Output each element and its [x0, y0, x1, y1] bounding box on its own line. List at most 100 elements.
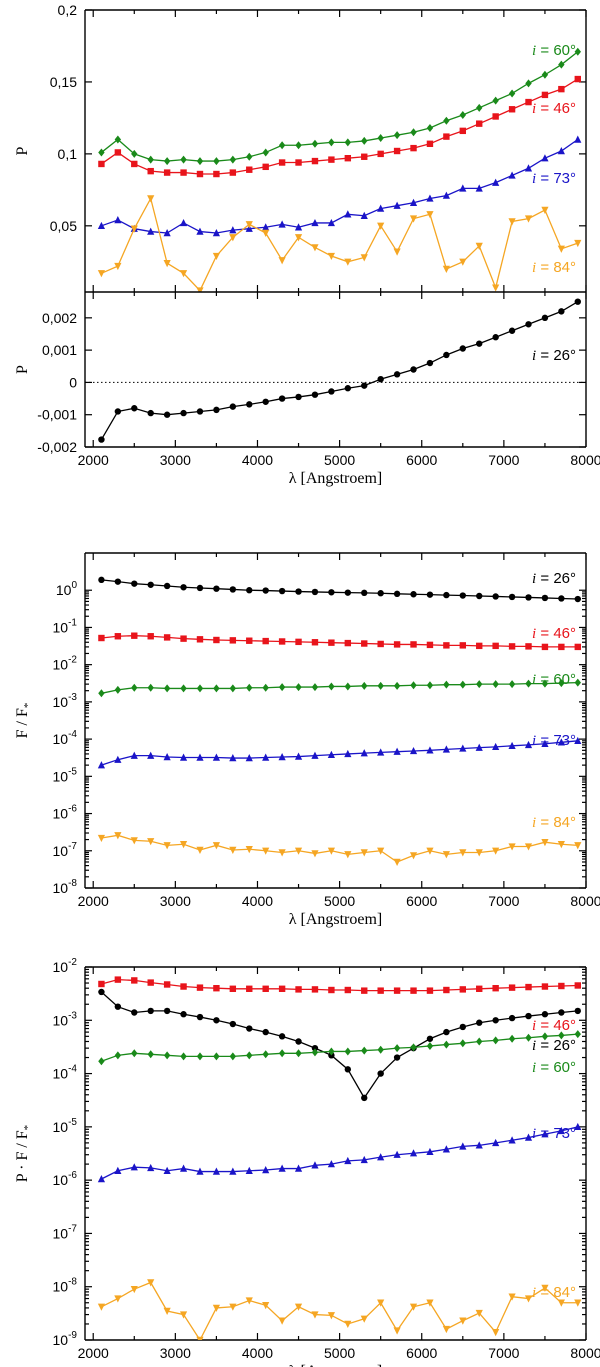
data-point: [114, 1166, 122, 1174]
panel-bottom: 10-9 10-8 10-7 10-6 10-5 10-4 10-3 10-2 2000 3000…: [14, 957, 600, 1367]
data-point: [328, 589, 335, 596]
data-point: [278, 1164, 286, 1172]
y-tick-label: 10-2: [53, 957, 78, 975]
data-point: [245, 1297, 253, 1305]
data-point: [377, 204, 385, 212]
data-point: [475, 1309, 483, 1318]
data-point: [541, 643, 549, 651]
data-point: [98, 980, 105, 988]
series-i84: [97, 195, 582, 292]
data-point: [130, 1163, 138, 1171]
data-point: [558, 1009, 565, 1016]
data-point: [409, 198, 418, 206]
data-point: [557, 1299, 565, 1307]
y-tick-label: 10-7: [53, 1223, 78, 1241]
data-point: [278, 1033, 286, 1040]
data-point: [426, 1147, 434, 1156]
data-point: [557, 738, 565, 746]
data-point: [229, 684, 237, 693]
data-point: [541, 739, 549, 747]
data-point: [196, 157, 204, 166]
data-point: [245, 754, 253, 762]
data-point: [377, 847, 385, 855]
data-point: [163, 260, 171, 268]
data-point: [114, 135, 122, 144]
data-point: [426, 1299, 434, 1307]
data-point: [393, 987, 401, 994]
data-point: [196, 287, 204, 292]
data-point: [311, 639, 319, 646]
data-point: [508, 1136, 516, 1144]
data-point: [179, 270, 188, 278]
series-line: [101, 1126, 578, 1180]
data-point: [525, 321, 532, 328]
data-point: [295, 1038, 302, 1045]
data-point: [508, 1014, 516, 1022]
data-point: [524, 164, 533, 172]
data-point: [130, 751, 138, 759]
data-point: [147, 838, 155, 846]
series-label: i = 60°: [532, 42, 576, 59]
plot-area: [97, 976, 582, 1340]
data-point: [525, 1012, 532, 1020]
data-point: [262, 223, 270, 231]
data-point: [196, 684, 204, 693]
data-point: [294, 1164, 303, 1172]
data-point: [97, 761, 106, 769]
data-point: [459, 642, 467, 649]
y-tick-label: 10-7: [53, 841, 78, 859]
data-point: [294, 1303, 303, 1311]
data-point: [344, 1320, 352, 1328]
data-point: [410, 641, 417, 648]
data-point: [229, 754, 237, 762]
data-point: [442, 1325, 450, 1334]
data-point: [98, 634, 105, 642]
data-point: [147, 409, 154, 417]
y-tick-label: 0,002: [42, 310, 77, 326]
data-point: [541, 679, 549, 688]
data-point: [557, 245, 565, 253]
data-point: [492, 113, 499, 120]
data-point: [196, 1167, 204, 1175]
x-axis-label: λ [Angstroem]: [289, 911, 383, 928]
data-point: [328, 138, 335, 147]
data-point: [393, 590, 401, 598]
data-point: [459, 184, 467, 192]
data-point: [328, 682, 335, 691]
data-point: [410, 591, 417, 598]
x-tick-label: 5000: [324, 452, 355, 468]
data-point: [443, 116, 450, 125]
data-point: [229, 1303, 237, 1311]
data-point: [525, 983, 532, 991]
y-tick-label: 10-2: [53, 655, 78, 673]
data-point: [213, 1017, 220, 1024]
data-point: [179, 1311, 188, 1319]
data-point: [311, 850, 319, 858]
data-point: [459, 849, 467, 857]
data-point: [492, 96, 499, 105]
data-point: [180, 635, 187, 642]
data-point: [295, 588, 302, 595]
data-point: [245, 1166, 253, 1174]
data-point: [377, 150, 384, 158]
data-point: [147, 683, 154, 692]
data-point: [361, 589, 368, 597]
data-point: [311, 244, 319, 252]
data-point: [377, 134, 384, 143]
x-tick-label: 2000: [78, 452, 109, 468]
data-point: [409, 852, 418, 860]
data-point: [262, 637, 269, 645]
data-point: [278, 587, 286, 595]
data-point: [114, 976, 122, 983]
data-point: [163, 634, 171, 641]
x-tick-label: 3000: [160, 452, 191, 468]
y-tick-label: 10-4: [53, 1064, 78, 1082]
data-point: [294, 847, 303, 855]
y-tick-label: 10-1: [53, 617, 78, 635]
data-point: [147, 581, 154, 588]
data-point: [344, 138, 352, 147]
series-i60: [98, 1030, 581, 1066]
data-point: [426, 211, 434, 219]
x-tick-label: 6000: [406, 452, 437, 468]
